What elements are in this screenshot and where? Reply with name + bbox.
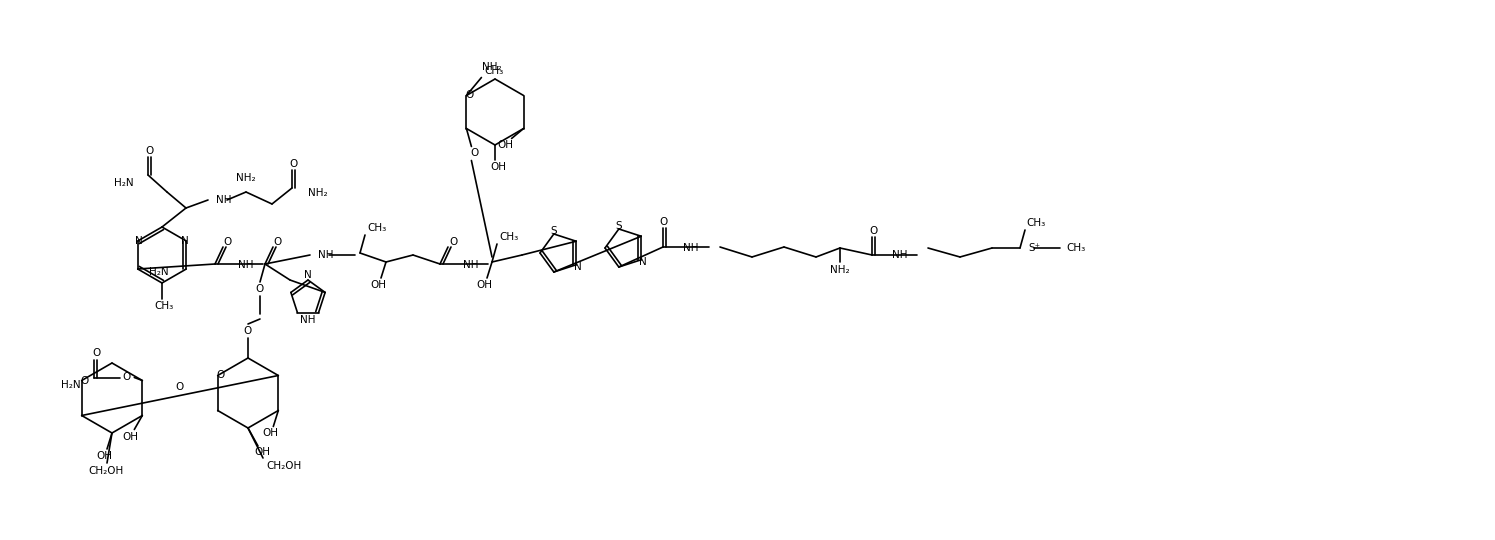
Text: O: O — [223, 237, 232, 247]
Text: NH₂: NH₂ — [483, 62, 502, 72]
Text: O: O — [289, 159, 298, 169]
Text: NH: NH — [683, 243, 698, 253]
Text: OH: OH — [262, 429, 278, 438]
Text: H₂N: H₂N — [115, 178, 135, 188]
Text: H₂N: H₂N — [61, 381, 81, 390]
Text: O: O — [145, 146, 152, 156]
Text: NH: NH — [463, 260, 478, 270]
Text: CH₃: CH₃ — [366, 223, 386, 233]
Text: O: O — [869, 226, 878, 236]
Text: O: O — [465, 91, 474, 100]
Text: O: O — [448, 237, 457, 247]
Text: O: O — [244, 326, 253, 336]
Text: O: O — [81, 375, 88, 386]
Text: OH: OH — [498, 140, 514, 151]
Text: NH: NH — [893, 250, 907, 260]
Text: N: N — [574, 262, 582, 272]
Text: S⁺: S⁺ — [1029, 243, 1041, 253]
Text: CH₃: CH₃ — [1026, 218, 1045, 228]
Text: O: O — [123, 373, 130, 382]
Text: O: O — [471, 148, 478, 159]
Text: NH: NH — [300, 315, 315, 325]
Text: NH₂: NH₂ — [308, 188, 327, 198]
Text: N: N — [303, 270, 312, 280]
Text: OH: OH — [96, 451, 112, 461]
Text: OH: OH — [254, 447, 271, 457]
Text: NH: NH — [318, 250, 333, 260]
Text: CH₃: CH₃ — [154, 301, 173, 311]
Text: NH: NH — [238, 260, 254, 270]
Text: CH₂OH: CH₂OH — [266, 461, 302, 471]
Text: CH₃: CH₃ — [499, 232, 519, 242]
Text: OH: OH — [490, 162, 505, 172]
Text: CH₃: CH₃ — [484, 65, 504, 76]
Text: NH₂: NH₂ — [830, 265, 849, 275]
Text: O: O — [659, 217, 668, 227]
Text: O: O — [217, 370, 224, 381]
Text: H₂N: H₂N — [148, 267, 169, 277]
Text: O: O — [274, 237, 283, 247]
Text: O: O — [176, 382, 184, 393]
Text: O: O — [93, 348, 100, 359]
Text: CH₃: CH₃ — [1066, 243, 1085, 253]
Text: NH: NH — [215, 195, 232, 205]
Text: OH: OH — [123, 431, 139, 442]
Text: N: N — [640, 256, 647, 267]
Text: N: N — [181, 236, 190, 246]
Text: CH₂OH: CH₂OH — [88, 466, 124, 476]
Text: S: S — [616, 221, 622, 231]
Text: S: S — [550, 226, 558, 236]
Text: N: N — [135, 236, 142, 246]
Text: OH: OH — [369, 280, 386, 290]
Text: O: O — [256, 284, 265, 294]
Text: NH₂: NH₂ — [236, 173, 256, 183]
Text: OH: OH — [475, 280, 492, 290]
